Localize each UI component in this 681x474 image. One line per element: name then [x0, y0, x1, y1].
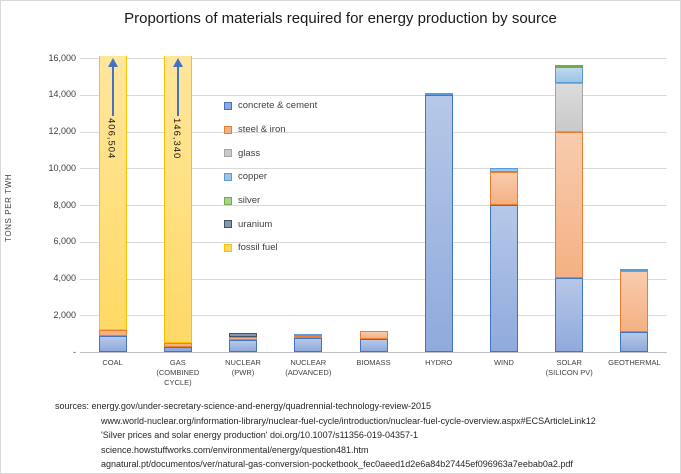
legend-label: fossil fuel: [238, 242, 278, 254]
bar-segment-coal-concrete-cement: [98, 336, 127, 352]
overflow-value-label: 146,340: [170, 118, 182, 160]
legend-label: silver: [238, 195, 261, 207]
legend-label: steel & iron: [238, 124, 286, 136]
chart-title: Proportions of materials required for en…: [124, 10, 557, 27]
bar-segment-coal-steel-iron: [98, 330, 127, 337]
legend-item-concrete-cement: concrete & cement: [224, 94, 317, 118]
x-axis-category-labels: COAL GAS (COMBINED CYCLE) NUCLEAR (PWR) NUC…: [0, 358, 681, 392]
legend-item-fossil-fuel: fossil fuel: [224, 236, 317, 260]
bar-segment-hydro-concrete-cement: [424, 94, 453, 352]
overflow-arrow-shaft: [111, 66, 114, 116]
bar-segment-wind-steel-iron: [489, 171, 518, 205]
legend-swatch-icon: [224, 243, 232, 252]
y-tick-label: 14,000: [48, 89, 76, 100]
bar-segment-nuclear-advanced--concrete-cement: [294, 338, 323, 352]
legend-item-steel-iron: steel & iron: [224, 118, 317, 142]
x-category-label: NUCLEAR (ADVANCED): [285, 358, 332, 377]
overflow-arrow-icon: [172, 58, 183, 67]
legend-item-uranium: uranium: [224, 212, 317, 236]
bar-segment-solar-silicon-pv--copper: [555, 67, 584, 83]
bar-segment-geothermal-concrete-cement: [620, 331, 649, 352]
sources-text: sources: energy.gov/under-secretary-scie…: [55, 399, 596, 472]
y-tick-label: 12,000: [48, 126, 76, 136]
legend-swatch-icon: [224, 220, 232, 229]
y-tick-label: 4,000: [53, 273, 76, 283]
legend-label: copper: [238, 171, 268, 183]
x-category-label: COAL: [102, 358, 123, 367]
x-category-label: HYDRO: [425, 358, 453, 367]
bar-segment-nuclear-pwr--steel-iron: [229, 336, 258, 341]
gridline: [80, 94, 667, 96]
gridline: [80, 315, 667, 317]
x-category-label: BIOMASS: [356, 358, 391, 367]
bar-segment-hydro-copper: [424, 92, 453, 95]
gridline: [80, 168, 667, 170]
gridline: [80, 241, 667, 243]
legend: concrete & cement steel & iron glass copper…: [224, 94, 317, 260]
gridline: [80, 278, 667, 280]
legend-label: uranium: [238, 218, 273, 230]
source-line: 'Silver prices and solar energy producti…: [101, 430, 418, 440]
bar-segment-solar-silicon-pv--concrete-cement: [555, 277, 584, 352]
legend-item-copper: copper: [224, 165, 317, 189]
bar-segment-biomass-concrete-cement: [359, 339, 388, 352]
legend-swatch-icon: [224, 125, 232, 134]
bar-segment-wind-copper: [489, 168, 518, 172]
x-category-label: GAS (COMBINED CYCLE): [156, 358, 200, 387]
overflow-value-label: 406,504: [105, 118, 117, 160]
overflow-arrow-shaft: [176, 66, 179, 116]
bar-segment-gas-combined-cycle--concrete-cement: [163, 346, 192, 352]
bar-segment-solar-silicon-pv--silver: [555, 65, 584, 68]
y-tick-label: 10,000: [48, 162, 76, 173]
gridline: [80, 58, 667, 59]
legend-item-silver: silver: [224, 189, 317, 213]
x-category-label: WIND: [493, 358, 514, 367]
source-line: sources: energy.gov/under-secretary-scie…: [55, 401, 432, 411]
bar-segment-solar-silicon-pv--steel-iron: [555, 132, 584, 278]
bar-segment-wind-concrete-cement: [489, 205, 518, 352]
bar-segment-nuclear-advanced--steel-iron: [294, 336, 323, 339]
gridline: [80, 131, 667, 133]
source-line: agnatural.pt/documentos/ver/natural-gas-…: [101, 459, 573, 469]
y-tick-label: 8,000: [53, 199, 76, 210]
y-tick-label: 16,000: [48, 52, 76, 63]
legend-swatch-icon: [224, 101, 232, 110]
legend-swatch-icon: [224, 196, 232, 205]
y-tick-label: 6,000: [53, 236, 76, 247]
bar-segment-nuclear-pwr--concrete-cement: [229, 340, 258, 352]
bar-segment-nuclear-pwr--uranium: [229, 333, 258, 337]
y-tick-label: -: [73, 346, 76, 357]
bar-segment-geothermal-copper: [620, 268, 649, 272]
bar-segment-geothermal-steel-iron: [620, 271, 649, 332]
x-category-label: GEOTHERMAL: [608, 358, 661, 367]
legend-item-glass: glass: [224, 141, 317, 165]
x-category-label: SOLAR (SILICON PV): [545, 358, 593, 377]
gridline: [80, 205, 667, 206]
overflow-arrow-icon: [107, 58, 118, 67]
y-axis-title: TONS PER TWH: [4, 173, 13, 242]
legend-label: concrete & cement: [238, 100, 318, 112]
legend-swatch-icon: [224, 172, 232, 181]
source-line: www.world-nuclear.org/information-librar…: [101, 415, 596, 426]
bar-segment-biomass-steel-iron: [359, 330, 388, 340]
y-tick-label: 2,000: [53, 309, 76, 320]
x-axis-line: [80, 352, 667, 353]
x-category-label: NUCLEAR (PWR): [225, 358, 261, 377]
source-line: science.howstuffworks.com/environmental/…: [101, 444, 369, 455]
plot-area: 406,504 146,340: [80, 55, 667, 353]
bar-segment-gas-combined-cycle--steel-iron: [163, 342, 192, 347]
legend-swatch-icon: [224, 149, 232, 158]
bar-segment-nuclear-advanced--copper: [294, 333, 323, 337]
legend-label: glass: [238, 147, 261, 159]
bar-segment-solar-silicon-pv--glass: [555, 82, 584, 133]
